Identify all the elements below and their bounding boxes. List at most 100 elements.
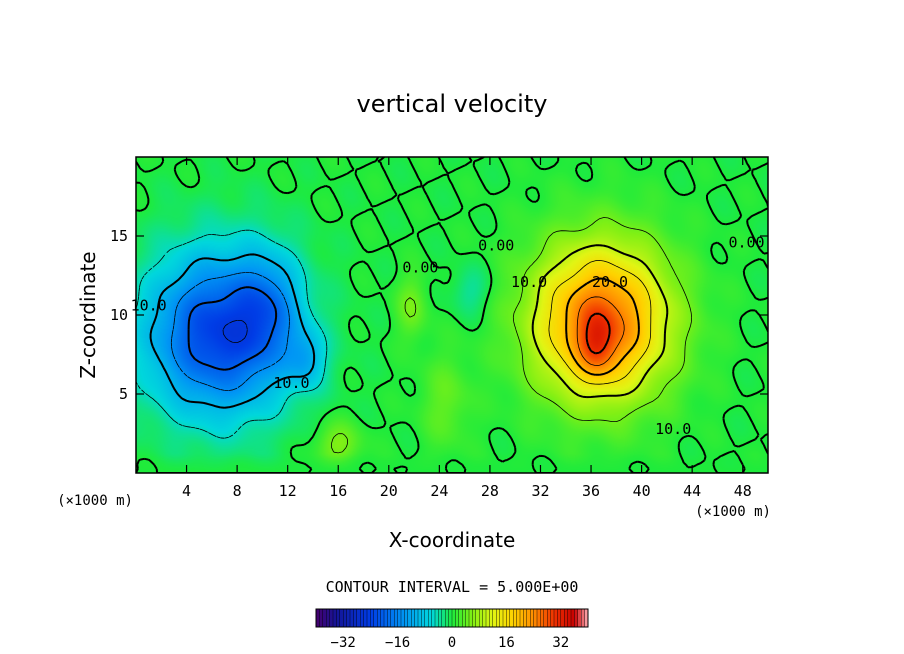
colorbar-cell bbox=[373, 608, 378, 628]
y-axis-ticks: 5 10 15 bbox=[110, 227, 768, 403]
contour-line bbox=[136, 229, 328, 439]
contour-line bbox=[548, 260, 652, 385]
colorbar-tick-label: 0 bbox=[448, 635, 456, 651]
colorbar-cell bbox=[428, 608, 433, 628]
x-tick-label: 48 bbox=[734, 482, 752, 500]
contour-line bbox=[187, 286, 278, 371]
colorbar-tick-label: −32 bbox=[331, 635, 356, 651]
contour-lines bbox=[136, 157, 768, 473]
x-tick-label: 44 bbox=[683, 482, 701, 500]
colorbar-cell bbox=[519, 608, 524, 628]
colorbar-cell bbox=[502, 608, 507, 628]
colorbar-cell bbox=[523, 608, 528, 628]
x-axis-ticks: 4 8 12 16 20 24 28 32 36 40 44 48 bbox=[182, 157, 752, 500]
colorbar-cell bbox=[404, 608, 409, 628]
colorbar-cell bbox=[387, 608, 392, 628]
colorbar-cell bbox=[540, 608, 545, 628]
colorbar-cell bbox=[397, 608, 402, 628]
colorbar-cell bbox=[492, 608, 497, 628]
contour-line bbox=[222, 320, 248, 343]
colorbar-cell bbox=[356, 608, 361, 628]
colorbar-cell bbox=[400, 608, 405, 628]
contour-line bbox=[565, 277, 640, 376]
colorbar-cell bbox=[577, 608, 582, 628]
x-unit-right: (×1000 m) bbox=[695, 504, 771, 520]
contour-labels: 10.0 10.0 0.00 0.00 10.0 20.0 10.0 0.00 bbox=[131, 233, 765, 437]
x-tick-label: 40 bbox=[633, 482, 651, 500]
x-tick-label: 8 bbox=[233, 482, 242, 500]
colorbar-cell bbox=[363, 608, 368, 628]
contour-line bbox=[531, 244, 669, 399]
colorbar-cell bbox=[343, 608, 348, 628]
chart-title: vertical velocity bbox=[357, 90, 548, 118]
x-tick-label: 36 bbox=[582, 482, 600, 500]
colorbar-cell bbox=[513, 608, 518, 628]
contour-label: 0.00 bbox=[402, 259, 438, 277]
colorbar-cell bbox=[482, 608, 487, 628]
colorbar-cell bbox=[475, 608, 480, 628]
x-axis-label: X-coordinate bbox=[389, 528, 516, 552]
colorbar-cells bbox=[315, 608, 589, 628]
colorbar-cell bbox=[353, 608, 358, 628]
colorbar-cell bbox=[349, 608, 354, 628]
colorbar-cell bbox=[516, 608, 521, 628]
contour-line bbox=[576, 296, 625, 366]
colorbar-cell bbox=[431, 608, 436, 628]
colorbar-cell bbox=[485, 608, 490, 628]
contour-label: 0.00 bbox=[478, 236, 514, 254]
contour-label: 10.0 bbox=[273, 374, 309, 392]
colorbar-cell bbox=[380, 608, 385, 628]
colorbar-cell bbox=[509, 608, 514, 628]
colorbar-tick-label: −16 bbox=[385, 635, 410, 651]
colorbar-cell bbox=[407, 608, 412, 628]
colorbar-cell bbox=[319, 608, 324, 628]
colorbar-cell bbox=[574, 608, 579, 628]
colorbar-frame bbox=[315, 608, 589, 628]
plot-area: 10.0 10.0 0.00 0.00 10.0 20.0 10.0 0.00 bbox=[131, 156, 769, 474]
colorbar-cell bbox=[465, 608, 470, 628]
colorbar-cell bbox=[445, 608, 450, 628]
colorbar-cell bbox=[417, 608, 422, 628]
colorbar-cell bbox=[543, 608, 548, 628]
colorbar-cell bbox=[496, 608, 501, 628]
y-tick-label: 5 bbox=[119, 385, 128, 403]
x-tick-label: 4 bbox=[182, 482, 191, 500]
colorbar-cell bbox=[560, 608, 565, 628]
colorbar-cell bbox=[346, 608, 351, 628]
contour-interval-label: CONTOUR INTERVAL = 5.000E+00 bbox=[326, 578, 579, 596]
colorbar-tick-label: 32 bbox=[552, 635, 569, 651]
contour-label: 10.0 bbox=[131, 297, 167, 315]
colorbar-cell bbox=[411, 608, 416, 628]
colorbar-cell bbox=[468, 608, 473, 628]
y-tick-label: 10 bbox=[110, 306, 128, 324]
y-axis-label: Z-coordinate bbox=[76, 251, 100, 378]
colorbar-cell bbox=[394, 608, 399, 628]
contour-label: 0.00 bbox=[728, 233, 764, 251]
colorbar-cell bbox=[489, 608, 494, 628]
colorbar-cell bbox=[499, 608, 504, 628]
colorbar-cell bbox=[458, 608, 463, 628]
colorbar-cell bbox=[336, 608, 341, 628]
colorbar-cell bbox=[339, 608, 344, 628]
colorbar-cell bbox=[315, 608, 320, 628]
x-tick-label: 24 bbox=[430, 482, 448, 500]
x-unit-left: (×1000 m) bbox=[57, 493, 133, 509]
contour-line bbox=[331, 217, 692, 454]
colorbar-cell bbox=[526, 608, 531, 628]
x-tick-label: 28 bbox=[481, 482, 499, 500]
colorbar-cell bbox=[472, 608, 477, 628]
colorbar-cell bbox=[360, 608, 365, 628]
contour-label: 20.0 bbox=[592, 273, 628, 291]
colorbar-cell bbox=[438, 608, 443, 628]
colorbar-cell bbox=[570, 608, 575, 628]
colorbar-cell bbox=[550, 608, 555, 628]
x-tick-label: 12 bbox=[279, 482, 297, 500]
colorbar-cell bbox=[564, 608, 569, 628]
contour-label: 10.0 bbox=[655, 420, 691, 438]
contour-line bbox=[149, 253, 316, 409]
contour-label: 10.0 bbox=[511, 273, 547, 291]
colorbar-cell bbox=[322, 608, 327, 628]
colorbar: −32 −16 0 16 32 bbox=[315, 608, 589, 651]
colorbar-tick-label: 16 bbox=[498, 635, 515, 651]
